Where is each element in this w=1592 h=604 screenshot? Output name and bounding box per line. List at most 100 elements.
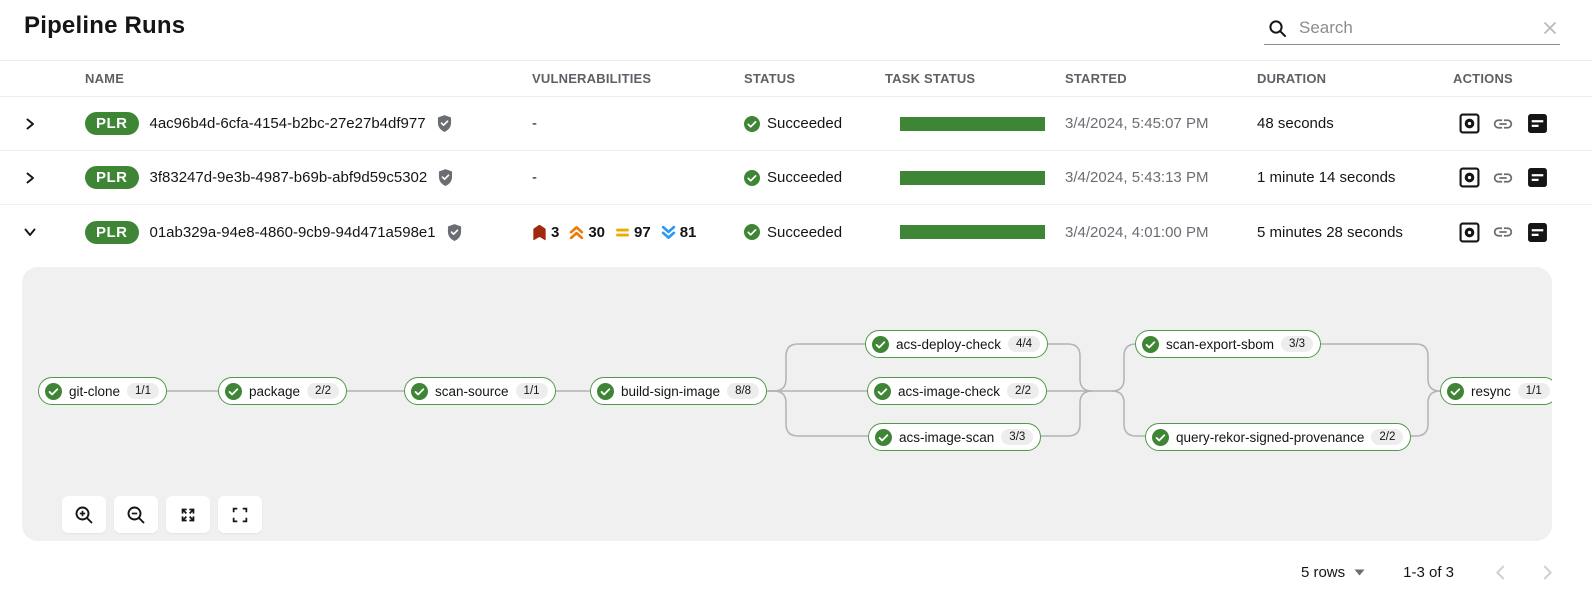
status-cell: Succeeded — [744, 169, 885, 186]
zoom-out-icon — [127, 506, 145, 523]
column-header-actions: ACTIONS — [1453, 71, 1513, 86]
task-name: resync — [1471, 383, 1511, 399]
link-button[interactable] — [1491, 166, 1515, 190]
task-step-count: 8/8 — [727, 383, 760, 399]
task-node[interactable]: scan-export-sbom 3/3 — [1135, 330, 1322, 358]
low-vulnerabilities: 81 — [661, 223, 697, 241]
task-node[interactable]: scan-source 1/1 — [404, 377, 556, 405]
link-icon — [1493, 227, 1513, 237]
logs-button[interactable] — [1525, 166, 1549, 190]
task-node[interactable]: query-rekor-signed-provenance 2/2 — [1145, 423, 1412, 451]
task-status-bar — [900, 116, 1045, 131]
run-name-cell[interactable]: PLR 4ac96b4d-6cfa-4154-b2bc-27e27b4df977 — [60, 112, 532, 135]
search-input[interactable] — [1299, 18, 1542, 38]
rows-per-page-value: 5 rows — [1300, 563, 1346, 581]
output-icon — [1459, 113, 1479, 134]
low-count: 81 — [679, 223, 697, 241]
expanded-row-panel: git-clone 1/1 package 2/2 scan-source 1/… — [0, 259, 1592, 541]
clear-search-icon[interactable] — [1542, 20, 1558, 36]
medium-count: 97 — [634, 223, 651, 241]
logs-button[interactable] — [1525, 112, 1549, 136]
fit-to-screen-icon — [181, 508, 195, 521]
next-page-button[interactable] — [1539, 564, 1556, 581]
pagination-bar: 5 rows 1-3 of 3 — [0, 541, 1592, 603]
run-name[interactable]: 3f83247d-9e3b-4987-b69b-abf9d59c5302 — [149, 169, 428, 186]
run-name-cell[interactable]: PLR 01ab329a-94e8-4860-9cb9-94d471a598e1 — [60, 220, 532, 244]
fit-to-screen-button[interactable] — [166, 496, 210, 533]
fullscreen-button[interactable] — [218, 496, 262, 533]
actions-cell — [1453, 112, 1592, 136]
run-name-cell[interactable]: PLR 3f83247d-9e3b-4987-b69b-abf9d59c5302 — [60, 166, 532, 189]
zoom-in-button[interactable] — [62, 496, 106, 533]
task-status-bar — [900, 170, 1045, 185]
task-node[interactable]: resync 1/1 — [1440, 377, 1552, 405]
task-step-count: 2/2 — [1371, 429, 1404, 445]
view-output-button[interactable] — [1457, 112, 1481, 136]
row-expand-toggle[interactable] — [0, 171, 60, 185]
task-step-count: 3/3 — [1281, 336, 1314, 352]
status-label: Succeeded — [767, 169, 843, 186]
plr-badge: PLR — [85, 166, 139, 189]
table-header: NAME VULNERABILITIES STATUS TASK STATUS … — [0, 60, 1592, 97]
task-status-cell — [885, 116, 1065, 131]
status-cell: Succeeded — [744, 224, 885, 241]
task-node[interactable]: acs-image-scan 3/3 — [868, 423, 1042, 451]
critical-vulnerabilities: 3 — [532, 224, 559, 241]
task-node[interactable]: package 2/2 — [218, 377, 348, 405]
task-step-count: 3/3 — [1001, 429, 1034, 445]
medium-severity-icon — [616, 228, 629, 236]
logs-icon — [1527, 114, 1547, 133]
actions-cell — [1453, 220, 1592, 244]
previous-page-button[interactable] — [1492, 564, 1509, 581]
logs-icon — [1527, 168, 1547, 187]
task-success-icon — [872, 335, 889, 353]
duration-cell: 48 seconds — [1257, 115, 1334, 132]
task-node[interactable]: git-clone 1/1 — [38, 377, 168, 405]
task-step-count: 1/1 — [515, 383, 548, 399]
task-step-count: 2/2 — [307, 383, 340, 399]
started-cell: 3/4/2024, 5:43:13 PM — [1065, 169, 1209, 186]
link-button[interactable] — [1491, 220, 1515, 244]
run-name[interactable]: 4ac96b4d-6cfa-4154-b2bc-27e27b4df977 — [149, 115, 426, 132]
pipeline-visualization[interactable]: git-clone 1/1 package 2/2 scan-source 1/… — [22, 267, 1552, 541]
view-output-button[interactable] — [1457, 166, 1481, 190]
high-count: 30 — [588, 223, 606, 241]
view-output-button[interactable] — [1457, 220, 1481, 244]
row-collapse-toggle[interactable] — [0, 225, 60, 239]
task-name: acs-image-scan — [899, 429, 995, 445]
zoom-in-icon — [75, 506, 93, 523]
task-node[interactable]: build-sign-image 8/8 — [590, 377, 768, 405]
status-cell: Succeeded — [744, 115, 885, 132]
logs-icon — [1527, 222, 1547, 242]
task-step-count: 1/1 — [1517, 383, 1550, 399]
actions-cell — [1453, 166, 1592, 190]
status-label: Succeeded — [767, 115, 843, 132]
task-name: scan-source — [435, 383, 509, 399]
logs-button[interactable] — [1525, 220, 1549, 244]
task-name: acs-image-check — [898, 383, 1001, 399]
signed-shield-icon — [439, 169, 453, 186]
caret-down-icon — [1354, 569, 1365, 575]
column-header-name: NAME — [85, 71, 125, 86]
page-title: Pipeline Runs — [24, 12, 186, 39]
zoom-out-button[interactable] — [114, 496, 158, 533]
search-box[interactable] — [1264, 14, 1560, 45]
started-cell: 3/4/2024, 5:45:07 PM — [1065, 115, 1209, 132]
row-expand-toggle[interactable] — [0, 117, 60, 131]
task-name: git-clone — [69, 383, 121, 399]
task-name: acs-deploy-check — [896, 336, 1002, 352]
run-name[interactable]: 01ab329a-94e8-4860-9cb9-94d471a598e1 — [149, 223, 436, 241]
task-status-cell — [885, 170, 1065, 185]
task-step-count: 4/4 — [1008, 336, 1041, 352]
task-node[interactable]: acs-deploy-check 4/4 — [865, 330, 1049, 358]
rows-per-page-select[interactable]: 5 rows — [1301, 564, 1365, 581]
low-severity-icon — [661, 225, 675, 239]
chevron-down-icon — [24, 228, 36, 236]
chevron-right-icon — [1543, 565, 1552, 579]
page-nav — [1492, 564, 1556, 581]
task-name: build-sign-image — [621, 383, 721, 399]
link-button[interactable] — [1491, 112, 1515, 136]
task-step-count: 2/2 — [1007, 383, 1040, 399]
vulnerabilities-cell: - — [532, 115, 744, 132]
task-node[interactable]: acs-image-check 2/2 — [867, 377, 1048, 405]
